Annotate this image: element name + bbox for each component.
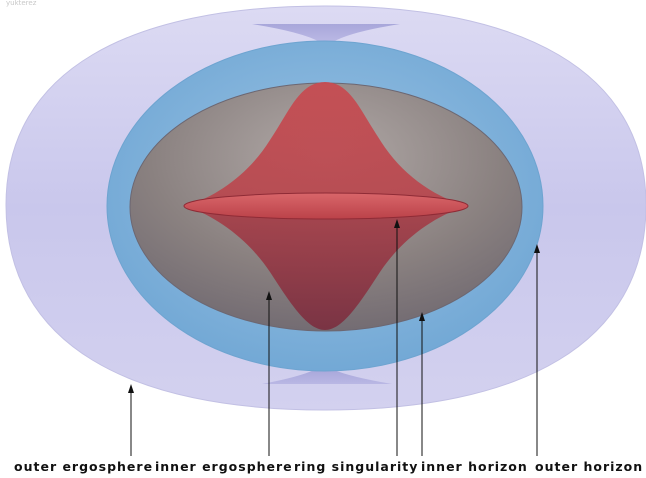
- label-outer-ergosphere: outer ergosphere: [14, 459, 153, 474]
- arrow-ring-singularity: [394, 219, 400, 456]
- label-outer-horizon: outer horizon: [535, 459, 643, 474]
- arrow-outer-ergosphere: [128, 384, 134, 456]
- label-inner-horizon: inner horizon: [421, 459, 528, 474]
- arrow-inner-horizon: [419, 312, 425, 456]
- watermark-text: yukterez: [6, 0, 37, 7]
- label-inner-ergosphere: inner ergosphere: [155, 459, 293, 474]
- ring-singularity-disk: [183, 192, 469, 220]
- arrow-inner-ergosphere: [266, 291, 272, 456]
- label-ring-singularity: ring singularity: [294, 459, 418, 474]
- arrow-outer-horizon: [534, 244, 540, 456]
- outer-ergosphere-polar-cusp-bottom: [262, 368, 392, 384]
- outer-ergosphere-polar-cusp-top: [252, 24, 400, 42]
